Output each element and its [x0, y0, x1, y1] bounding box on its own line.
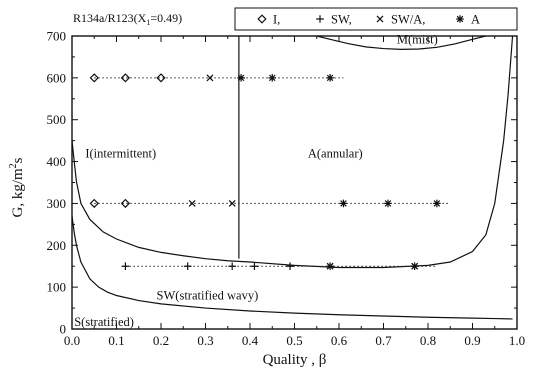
data-point-asterisk	[237, 74, 245, 82]
legend-marker-asterisk	[456, 15, 464, 23]
x-tick-label: 0.5	[286, 333, 302, 348]
region-label: I(intermittent)	[85, 146, 156, 160]
data-point-asterisk	[268, 74, 277, 82]
y-axis-title: G, kg/m2s	[8, 157, 26, 217]
x-tick-label: 0.8	[420, 333, 436, 348]
data-point-asterisk	[384, 199, 392, 208]
data-markers	[89, 73, 441, 271]
region-label: A(annular)	[308, 146, 363, 160]
boundary-stratified-wavy-upper	[72, 36, 514, 269]
legend-marker-cross	[376, 15, 384, 23]
chart-header-label: R134a/R123(X1=0.49)	[73, 11, 182, 27]
data-point-diamond	[89, 198, 99, 209]
data-point-asterisk	[410, 262, 419, 271]
x-tick-label: 0.9	[464, 333, 480, 348]
legend-box	[234, 7, 518, 31]
y-tick-label: 400	[47, 154, 67, 169]
data-point-plus	[250, 262, 259, 271]
plot-frame	[71, 35, 518, 330]
x-tick-label: 0.2	[153, 333, 169, 348]
legend-label: SW,	[331, 13, 352, 27]
data-point-asterisk	[326, 262, 334, 271]
data-point-diamond	[120, 73, 131, 83]
y-tick-label: 200	[47, 238, 67, 253]
data-point-plus	[228, 262, 236, 271]
legend: I, SW, SW/A, A	[257, 13, 480, 27]
x-tick-label: 0.6	[331, 333, 348, 348]
data-point-plus	[183, 262, 192, 271]
x-tick-label: 0.4	[242, 333, 259, 348]
data-point-asterisk	[339, 199, 348, 208]
boundary-lines	[72, 36, 514, 320]
legend-marker-diamond	[257, 14, 267, 24]
data-point-asterisk	[433, 199, 441, 208]
x-axis-title: Quality , β	[263, 352, 327, 368]
x-tick-label: 0.7	[375, 333, 392, 348]
y-tick-label: 500	[47, 112, 67, 127]
region-label: SW(stratified wavy)	[157, 289, 259, 303]
axis-ticks: 0.0 0.1 0.2 0.3 0.4 0.5 0.6 0.7 0.8 0.9 1.0 0 100 200…	[47, 29, 526, 349]
data-point-diamond	[120, 198, 131, 209]
data-point-cross	[206, 74, 214, 82]
data-point-plus	[286, 262, 294, 271]
y-tick-label: 600	[47, 70, 67, 85]
x-tick-label: 0.3	[197, 333, 213, 348]
legend-label: A	[471, 13, 480, 27]
region-label: S(stratified)	[74, 315, 134, 329]
y-tick-label: 700	[47, 29, 67, 44]
y-tick-label: 300	[47, 196, 67, 211]
x-tick-label: 0.0	[64, 333, 80, 348]
chart-header: R134a/R123(X1=0.49) I, SW, SW/A, A	[73, 7, 518, 31]
region-labels: I(intermittent) A(annular) SW(stratified w…	[74, 33, 438, 330]
data-point-cross	[228, 199, 236, 207]
y-tick-label: 0	[60, 322, 67, 337]
legend-label: SW/A,	[391, 13, 425, 27]
data-point-cross	[188, 199, 196, 207]
guide-lines	[94, 77, 451, 267]
y-tick-label: 100	[47, 280, 67, 295]
x-tick-label: 1.0	[509, 333, 525, 348]
data-point-diamond	[89, 73, 99, 83]
legend-marker-plus	[316, 15, 324, 23]
data-point-plus	[121, 262, 130, 271]
data-point-diamond	[156, 73, 166, 83]
x-tick-label: 0.1	[108, 333, 124, 348]
legend-label: I,	[273, 13, 280, 27]
region-label: M(mist)	[397, 33, 438, 47]
boundary-stratified	[72, 215, 513, 320]
boundary-mist	[316, 36, 486, 50]
data-point-asterisk	[326, 74, 334, 82]
